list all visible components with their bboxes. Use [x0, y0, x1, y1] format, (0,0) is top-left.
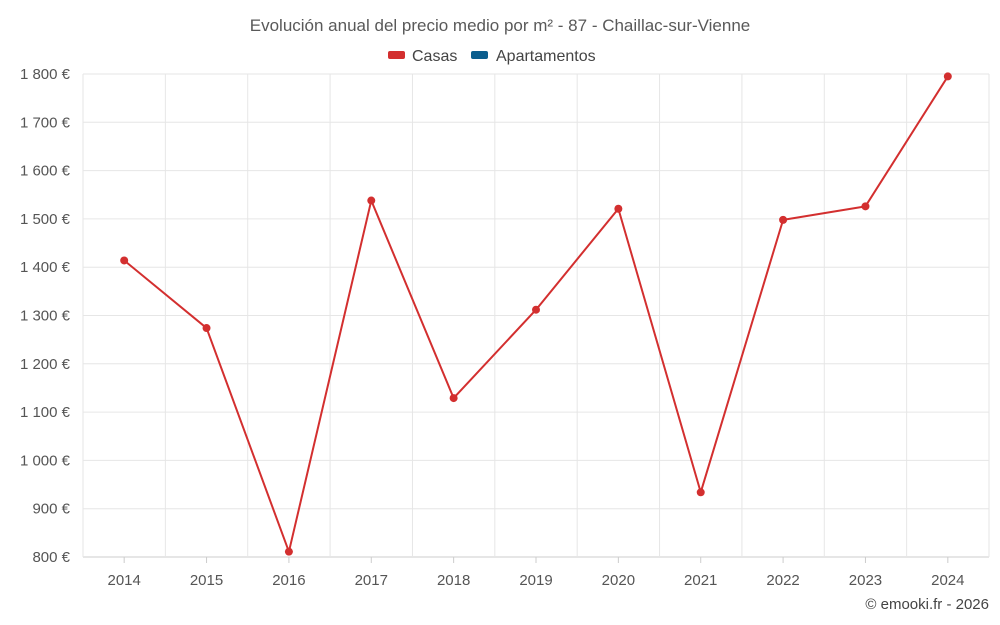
grid [82, 73, 990, 558]
data-point-casas[interactable] [202, 324, 211, 333]
data-point-casas[interactable] [696, 488, 705, 497]
y-tick-label: 1 200 € [20, 356, 71, 373]
data-point-casas[interactable] [943, 72, 952, 81]
legend-item-casas[interactable]: Casas [388, 48, 457, 65]
y-tick-label: 1 500 € [20, 211, 71, 228]
x-tick-label: 2024 [931, 572, 964, 589]
data-point-casas[interactable] [284, 547, 293, 556]
data-point-casas[interactable] [614, 204, 623, 213]
x-tick-label: 2017 [355, 572, 388, 589]
x-axis: 2014 2015 2016 2017 2018 2019 2020 2021 2022 2023… [107, 557, 965, 589]
x-tick-label: 2022 [766, 572, 799, 589]
x-tick-label: 2021 [684, 572, 717, 589]
legend-swatch-apartamentos [471, 51, 488, 59]
data-point-casas[interactable] [449, 394, 458, 403]
chart-title: Evolución anual del precio medio por m² … [250, 16, 751, 35]
y-tick-label: 1 400 € [20, 259, 71, 276]
credit-text: © emooki.fr - 2026 [865, 596, 989, 613]
y-axis: 800 € 900 € 1 000 € 1 100 € 1 200 € 1 300 € 1 … [20, 66, 71, 566]
series-layer [120, 72, 952, 556]
y-tick-label: 1 100 € [20, 404, 71, 421]
y-tick-label: 1 600 € [20, 163, 71, 180]
x-tick-label: 2020 [602, 572, 635, 589]
data-point-casas[interactable] [779, 215, 788, 224]
data-point-casas[interactable] [120, 256, 129, 265]
y-tick-label: 1 300 € [20, 308, 71, 325]
y-tick-label: 1 000 € [20, 452, 71, 469]
y-tick-label: 1 700 € [20, 114, 71, 131]
legend-item-apartamentos[interactable]: Apartamentos [471, 48, 596, 65]
y-tick-label: 900 € [32, 501, 70, 518]
data-point-casas[interactable] [861, 202, 870, 211]
x-tick-label: 2015 [190, 572, 223, 589]
data-point-casas[interactable] [532, 305, 540, 314]
x-tick-label: 2016 [272, 572, 305, 589]
legend-label-apartamentos: Apartamentos [496, 48, 596, 65]
legend-swatch-casas [388, 51, 405, 59]
x-tick-label: 2023 [849, 572, 882, 589]
y-tick-label: 800 € [32, 549, 70, 566]
legend[interactable]: Casas Apartamentos [388, 48, 596, 65]
x-tick-label: 2014 [107, 572, 140, 589]
data-point-casas[interactable] [367, 196, 376, 205]
x-tick-label: 2019 [519, 572, 552, 589]
y-tick-label: 1 800 € [20, 66, 71, 83]
legend-label-casas: Casas [412, 48, 457, 65]
x-tick-label: 2018 [437, 572, 470, 589]
